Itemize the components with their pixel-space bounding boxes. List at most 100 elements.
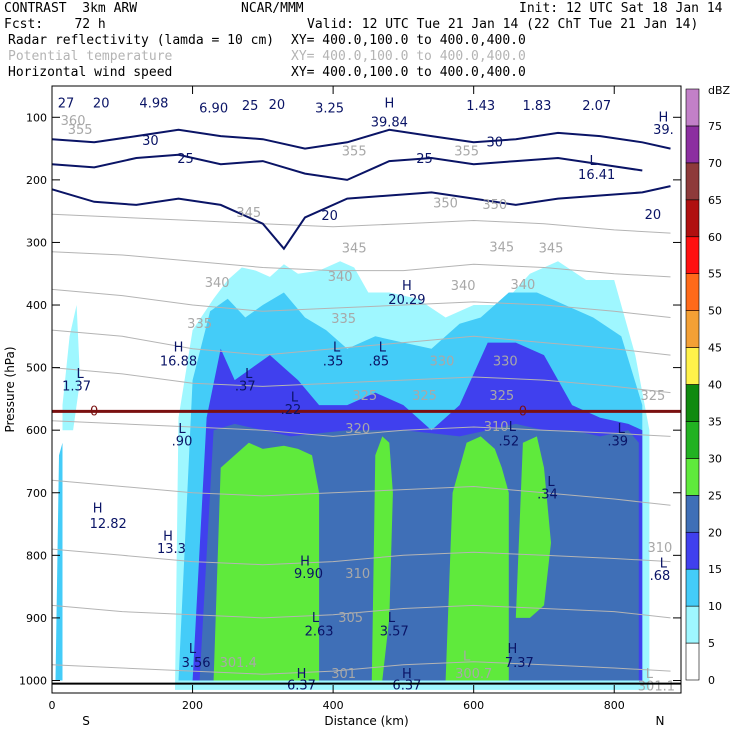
field-xy-wind: XY= 400.0,100.0 to 400.0,400.0 xyxy=(291,65,526,80)
colorbar-swatch xyxy=(685,125,700,164)
contour-label: 2.07 xyxy=(582,99,611,114)
y-tick-label: 200 xyxy=(26,174,47,187)
contour-label: 20.29 xyxy=(388,293,425,308)
contour-label: 360 xyxy=(61,114,86,129)
contour-label: 310 xyxy=(484,420,509,435)
contour-label: L xyxy=(245,367,253,382)
contour-label: 2.63 xyxy=(305,625,334,640)
reflectivity-region-1 xyxy=(62,305,81,431)
y-axis-title: Pressure (hPa) xyxy=(3,346,17,432)
theta-contour-320 xyxy=(51,420,671,437)
field-name-reflectivity: Radar reflectivity (lamda = 10 cm) xyxy=(8,33,275,48)
contour-label: 330 xyxy=(493,354,518,369)
y-tick-label: 300 xyxy=(26,236,47,249)
contour-label: H xyxy=(402,667,412,682)
contour-label: 20 xyxy=(93,97,110,112)
freezing-level-label: 0 xyxy=(519,404,527,419)
colorbar-label: 25 xyxy=(708,489,722,502)
contour-label: 345 xyxy=(489,240,514,255)
contour-label: L xyxy=(660,556,668,571)
wind-contour-25 xyxy=(51,153,643,181)
contour-label: 301.4 xyxy=(220,656,257,671)
contour-label: L xyxy=(463,650,471,665)
contour-label: .90 xyxy=(172,434,193,449)
colorbar-swatch xyxy=(685,495,700,533)
contour-label: 335 xyxy=(187,317,212,332)
contour-label: 335 xyxy=(331,312,356,327)
contour-label: H xyxy=(507,642,517,657)
colorbar-label: 55 xyxy=(708,268,722,281)
contour-label: 6.37 xyxy=(287,678,316,693)
south-label: S xyxy=(82,714,90,728)
reflectivity-region-9 xyxy=(515,436,551,618)
colorbar-label: 75 xyxy=(708,120,722,133)
colorbar-swatch xyxy=(685,199,700,238)
contour-label: 325 xyxy=(489,389,514,404)
x-tick-label: 600 xyxy=(463,699,484,712)
contour-label: 355 xyxy=(342,145,367,160)
reflectivity-region-8 xyxy=(445,436,509,681)
colorbar-label: 35 xyxy=(708,415,722,428)
forecast-hour: Fcst: 72 h xyxy=(4,17,106,32)
x-tick-label: 0 xyxy=(49,699,56,712)
contour-label: 13.3 xyxy=(157,542,186,557)
colorbar-swatch xyxy=(685,162,700,201)
contour-label: .35 xyxy=(323,354,344,369)
colorbar-swatch xyxy=(685,458,700,496)
field-name-theta: Potential temperature xyxy=(8,49,173,64)
contour-label: 340 xyxy=(510,278,535,293)
colorbar-label: 0 xyxy=(708,674,715,687)
contour-label: 30 xyxy=(142,134,159,149)
x-tick-label: 800 xyxy=(604,699,625,712)
contour-label: H xyxy=(93,501,103,516)
theta-contour-310 xyxy=(51,548,671,566)
field-xy-theta: XY= 400.0,100.0 to 400.0,400.0 xyxy=(291,49,526,64)
contour-label: 340 xyxy=(205,276,230,291)
contour-label: L xyxy=(646,667,654,682)
contour-label: H xyxy=(174,341,184,356)
contour-label: 325 xyxy=(412,389,437,404)
contour-label: 355 xyxy=(68,123,93,138)
contour-label: L xyxy=(509,420,517,435)
field-xy-reflectivity: XY= 400.0,100.0 to 400.0,400.0 xyxy=(291,33,526,48)
contour-label: 27 xyxy=(58,97,75,112)
contour-label: H xyxy=(297,667,307,682)
contour-label: 3.56 xyxy=(182,656,211,671)
contour-label: L xyxy=(388,611,396,626)
contour-label: 301.1 xyxy=(638,680,675,695)
contour-label: L xyxy=(189,642,197,657)
contour-label: 345 xyxy=(342,242,367,257)
y-tick-label: 800 xyxy=(26,549,47,562)
colorbar-label: 5 xyxy=(708,637,715,650)
theta-contour-325 xyxy=(51,367,671,394)
theta-contour-330 xyxy=(51,329,671,356)
wind-contour-20 xyxy=(51,185,671,251)
contour-label: 305 xyxy=(338,611,363,626)
y-tick-label: 900 xyxy=(26,612,47,625)
contour-label: L xyxy=(291,391,299,406)
colorbar-label: 60 xyxy=(708,231,722,244)
contour-label: 6.90 xyxy=(199,102,228,117)
y-tick-label: 500 xyxy=(26,362,47,375)
colorbar-label: 70 xyxy=(708,157,722,170)
contour-label: H xyxy=(402,279,412,294)
organization-label: NCAR/MMM xyxy=(241,1,304,16)
reflectivity-region-3 xyxy=(55,442,63,681)
contour-label: .68 xyxy=(650,569,671,584)
field-name-wind: Horizontal wind speed xyxy=(8,65,173,80)
colorbar-label: 50 xyxy=(708,305,722,318)
init-time: Init: 12 UTC Sat 18 Jan 14 xyxy=(519,1,723,16)
theta-contour-305 xyxy=(51,604,671,619)
contour-label: 310 xyxy=(345,567,370,582)
x-tick-label: 200 xyxy=(182,699,203,712)
contour-label: .85 xyxy=(368,354,389,369)
contour-label: 310 xyxy=(648,541,673,556)
colorbar-label: 10 xyxy=(708,600,722,613)
contour-label: 25 xyxy=(242,99,259,114)
wind-contour-30 xyxy=(51,128,671,150)
contour-label: 340 xyxy=(328,270,353,285)
colorbar-label: 45 xyxy=(708,342,722,355)
colorbar-swatch xyxy=(685,605,700,644)
contour-label: 301 xyxy=(331,667,356,682)
